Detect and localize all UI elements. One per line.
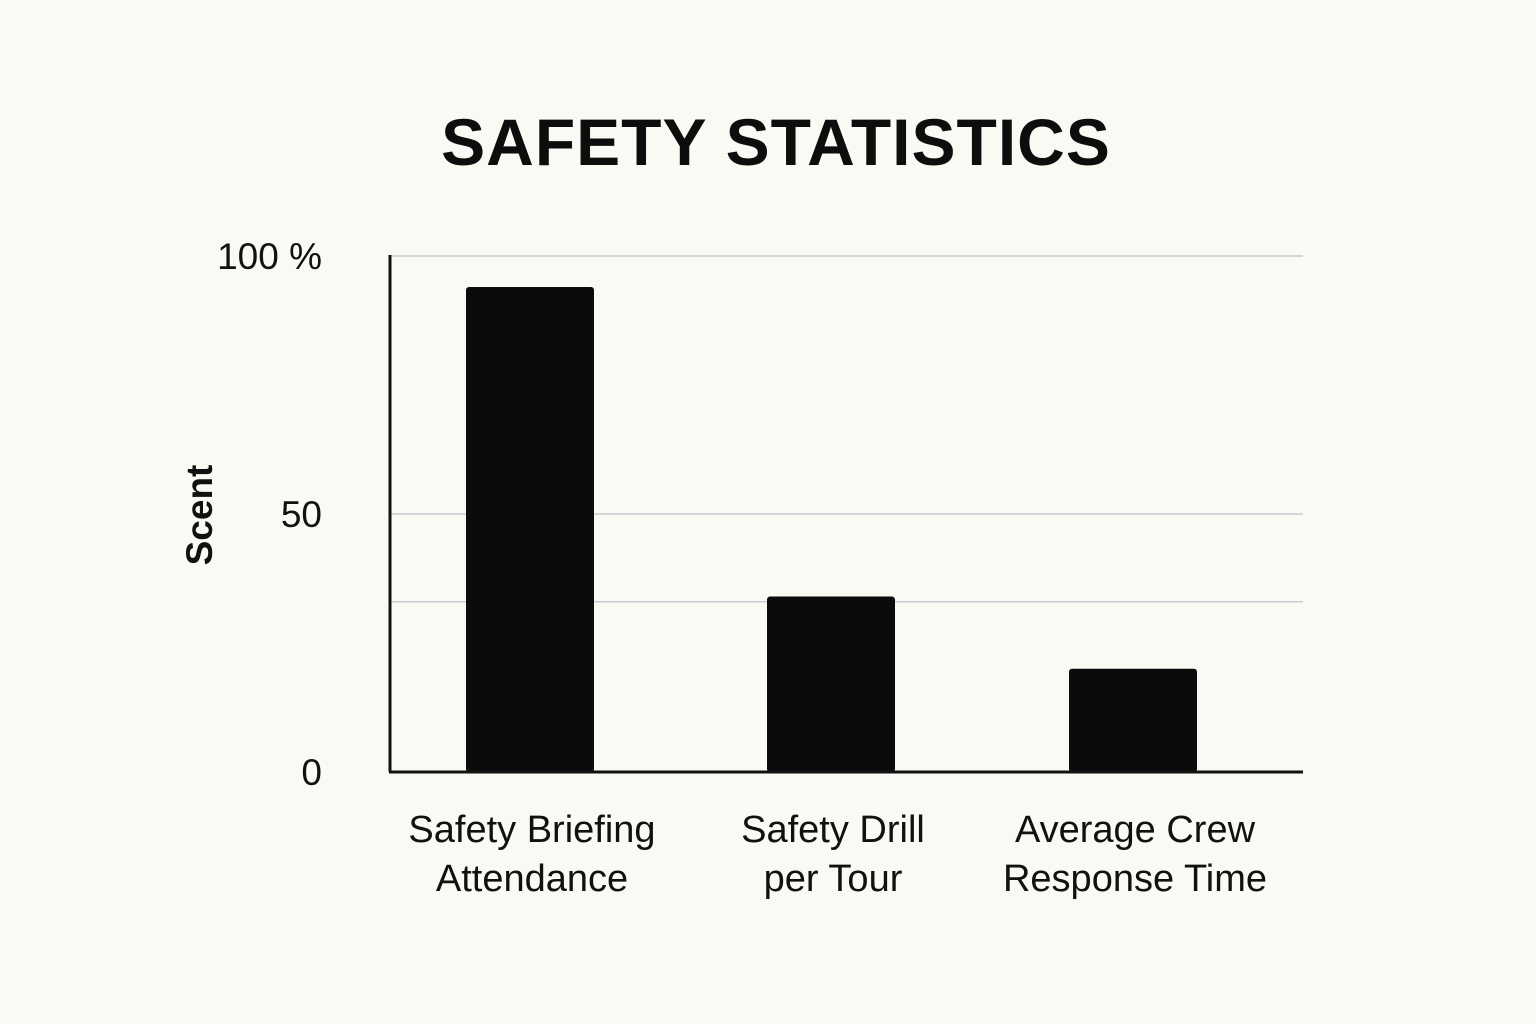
x-category-label: Attendance xyxy=(436,858,628,900)
bar-3 xyxy=(1069,668,1197,772)
x-category-label: Average Crew xyxy=(1015,809,1256,851)
x-category-label: Safety Briefing xyxy=(408,809,655,851)
chart-title: SAFETY STATISTICS xyxy=(441,105,1111,179)
y-tick-labels: 0 50 100 % xyxy=(217,236,322,793)
y-axis-title: Scent xyxy=(179,465,220,566)
bar-1 xyxy=(466,286,594,772)
bar-2 xyxy=(767,596,895,772)
x-category-label: Response Time xyxy=(1003,858,1267,900)
y-tick-label: 0 xyxy=(301,752,322,793)
x-category-label: per Tour xyxy=(764,858,903,900)
y-tick-label: 100 % xyxy=(217,236,322,277)
y-tick-label: 50 xyxy=(281,494,322,535)
x-category-labels: Safety Briefing Attendance Safety Drill per… xyxy=(408,809,1267,900)
bars xyxy=(466,286,1197,772)
x-category-label: Safety Drill xyxy=(741,809,925,851)
axes xyxy=(388,255,1303,774)
